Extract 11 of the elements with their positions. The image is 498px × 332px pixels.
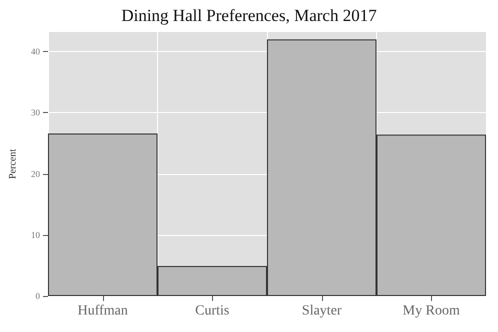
y-tick-label: 20 [31,168,40,179]
y-tick-label: 10 [31,230,40,240]
y-tick-label: 0 [36,291,40,301]
y-tick-label: 30 [31,108,40,118]
y-tick-label: 40 [31,46,40,57]
y-axis-title: Percent [8,148,18,179]
x-tick-label: Huffman [78,304,128,318]
x-tick-label: Curtis [195,304,230,318]
chart-title: Dining Hall Preferences, March 2017 [121,6,378,25]
x-tick-label: Slayter [302,304,342,318]
x-tick-label: My Room [402,304,460,318]
